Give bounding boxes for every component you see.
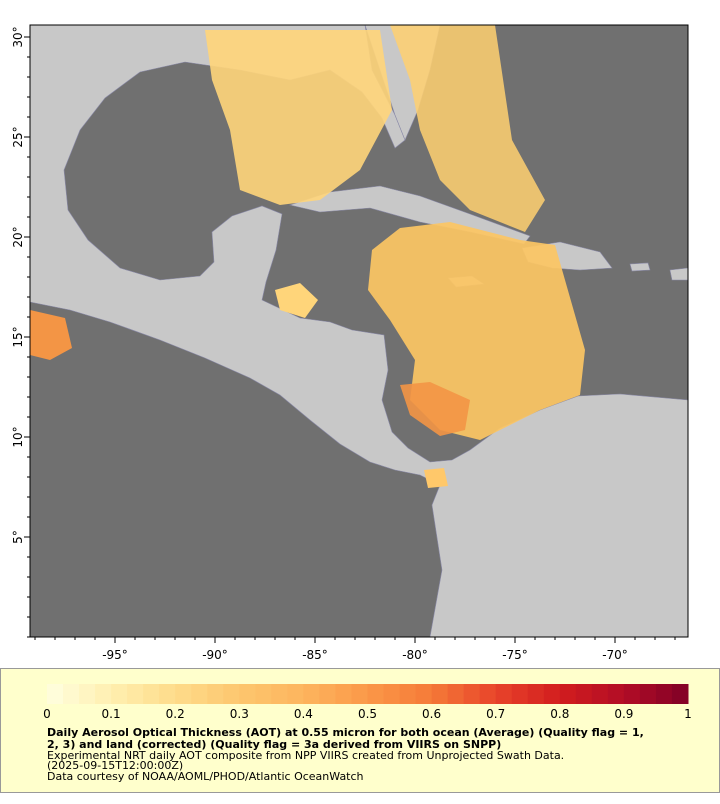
colorbar-step bbox=[383, 684, 401, 704]
colorbar-step bbox=[575, 684, 593, 704]
y-tick-label: 25° bbox=[11, 126, 25, 147]
colorbar-tick-label: 0.1 bbox=[102, 707, 121, 721]
x-tick-label: -90° bbox=[202, 648, 228, 662]
colorbar-step bbox=[399, 684, 417, 704]
colorbar-step bbox=[191, 684, 208, 704]
caption-note: (2025-09-15T12:00:00Z) bbox=[47, 759, 183, 772]
puerto-rico bbox=[629, 262, 651, 272]
colorbar-tick-label: 0.2 bbox=[166, 707, 185, 721]
colorbar-step bbox=[479, 684, 497, 704]
colorbar-step bbox=[223, 684, 240, 704]
map-area bbox=[30, 25, 688, 637]
colorbar-step bbox=[79, 684, 96, 704]
colorbar-tick-label: 0.5 bbox=[358, 707, 377, 721]
colorbar-step bbox=[655, 684, 673, 704]
colorbar-step bbox=[303, 684, 320, 704]
colorbar-tick-label: 0.8 bbox=[550, 707, 569, 721]
colorbar-step bbox=[127, 684, 144, 704]
islands bbox=[669, 267, 688, 281]
colorbar-step bbox=[159, 684, 176, 704]
colorbar-tick-label: 1 bbox=[684, 707, 692, 721]
colorbar-step bbox=[463, 684, 481, 704]
caption-title: Daily Aerosol Optical Thickness (AOT) at… bbox=[47, 726, 644, 739]
colorbar-step bbox=[671, 684, 689, 704]
y-tick-label: 20° bbox=[11, 226, 25, 247]
aerosol-patch bbox=[275, 283, 318, 318]
caption-note: Data courtesy of NOAA/AOML/PHOD/Atlantic… bbox=[47, 770, 364, 783]
colorbar-step bbox=[175, 684, 192, 704]
y-tick-label: 10° bbox=[11, 426, 25, 447]
colorbar-step bbox=[351, 684, 368, 704]
colorbar-step bbox=[495, 684, 513, 704]
y-tick-label: 15° bbox=[11, 326, 25, 347]
colorbar-tick-label: 0.3 bbox=[230, 707, 249, 721]
colorbar-tick-label: 0.7 bbox=[486, 707, 505, 721]
colorbar-step bbox=[527, 684, 545, 704]
colorbar-step bbox=[431, 684, 449, 704]
map-frame bbox=[29, 24, 689, 638]
colorbar-step bbox=[543, 684, 561, 704]
colorbar-step bbox=[559, 684, 577, 704]
colorbar-step bbox=[95, 684, 112, 704]
y-tick-label: 5° bbox=[11, 530, 25, 544]
x-tick-label: -75° bbox=[502, 648, 528, 662]
colorbar-step bbox=[607, 684, 625, 704]
colorbar-tick-label: 0.6 bbox=[422, 707, 441, 721]
colorbar-step bbox=[623, 684, 641, 704]
colorbar-step bbox=[415, 684, 433, 704]
colorbar-step bbox=[511, 684, 529, 704]
aerosol-patch bbox=[424, 468, 448, 488]
colorbar-step bbox=[63, 684, 80, 704]
colorbar-step bbox=[111, 684, 128, 704]
colorbar-step bbox=[287, 684, 304, 704]
aerosol-patch bbox=[400, 382, 470, 436]
y-tick-label: 30° bbox=[11, 26, 25, 47]
colorbar-tick-label: 0.4 bbox=[294, 707, 313, 721]
colorbar-step bbox=[367, 684, 385, 704]
x-tick-label: -85° bbox=[302, 648, 328, 662]
colorbar-step bbox=[239, 684, 256, 704]
caption-title: 2, 3) and land (corrected) (Quality flag… bbox=[47, 738, 501, 751]
aerosol-patch bbox=[205, 30, 392, 205]
colorbar-step bbox=[47, 684, 64, 704]
x-tick-label: -95° bbox=[102, 648, 128, 662]
aerosol bbox=[30, 25, 585, 488]
colorbar-step bbox=[639, 684, 657, 704]
x-tick-label: -70° bbox=[602, 648, 628, 662]
colorbar-tick-label: 0 bbox=[43, 707, 51, 721]
colorbar-step bbox=[143, 684, 160, 704]
colorbar-step bbox=[447, 684, 465, 704]
colorbar-step bbox=[319, 684, 336, 704]
colorbar-step bbox=[591, 684, 609, 704]
colorbar-tick-label: 0.9 bbox=[614, 707, 633, 721]
caption-note: Experimental NRT daily AOT composite fro… bbox=[47, 749, 564, 762]
colorbar-step bbox=[335, 684, 352, 704]
colorbar-step bbox=[255, 684, 272, 704]
x-tick-label: -80° bbox=[402, 648, 428, 662]
aerosol-patch bbox=[390, 25, 545, 232]
colorbar-step bbox=[271, 684, 288, 704]
colorbar-step bbox=[207, 684, 224, 704]
aerosol-patch bbox=[30, 310, 72, 360]
